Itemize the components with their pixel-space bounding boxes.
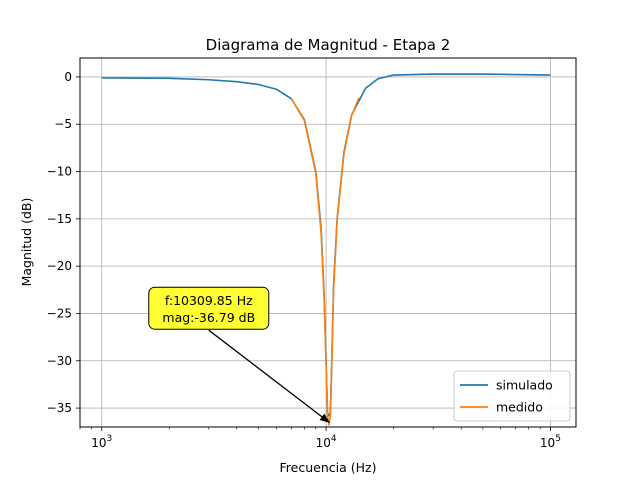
y-tick-label: −35 <box>47 401 72 415</box>
chart-title: Diagrama de Magnitud - Etapa 2 <box>206 36 451 54</box>
x-tick-label: 103 <box>91 434 112 450</box>
x-axis-label: Frecuencia (Hz) <box>280 460 377 475</box>
y-tick-label: 0 <box>64 70 72 84</box>
y-tick-label: −10 <box>47 165 72 179</box>
y-tick-label: −20 <box>47 259 72 273</box>
y-tick-label: −15 <box>47 212 72 226</box>
x-tick-label: 104 <box>316 434 337 450</box>
plot-frame <box>79 57 577 428</box>
y-tick-label: −30 <box>47 354 72 368</box>
annotation-box <box>148 286 270 330</box>
annotation-arrow <box>208 329 330 423</box>
ticks: 103 104 105 0 −5 −10 −15 −20 −25 −30 −35 <box>47 70 561 450</box>
y-tick-label: −25 <box>47 306 72 320</box>
annotation-text: mag:-36.79 dB <box>162 310 255 325</box>
series-line-medido <box>290 97 360 426</box>
legend-box <box>453 370 571 422</box>
y-tick-label: −5 <box>54 117 72 131</box>
legend-label-medido: medido <box>496 400 543 415</box>
y-axis-label: Magnitud (dB) <box>19 198 34 287</box>
legend: simulado medido <box>453 370 571 422</box>
annotation-text: f:10309.85 Hz <box>165 293 253 308</box>
x-tick-label: 105 <box>540 434 561 450</box>
annotation: f:10309.85 Hz mag:-36.79 dB <box>148 286 330 423</box>
legend-label-simulado: simulado <box>496 378 553 393</box>
